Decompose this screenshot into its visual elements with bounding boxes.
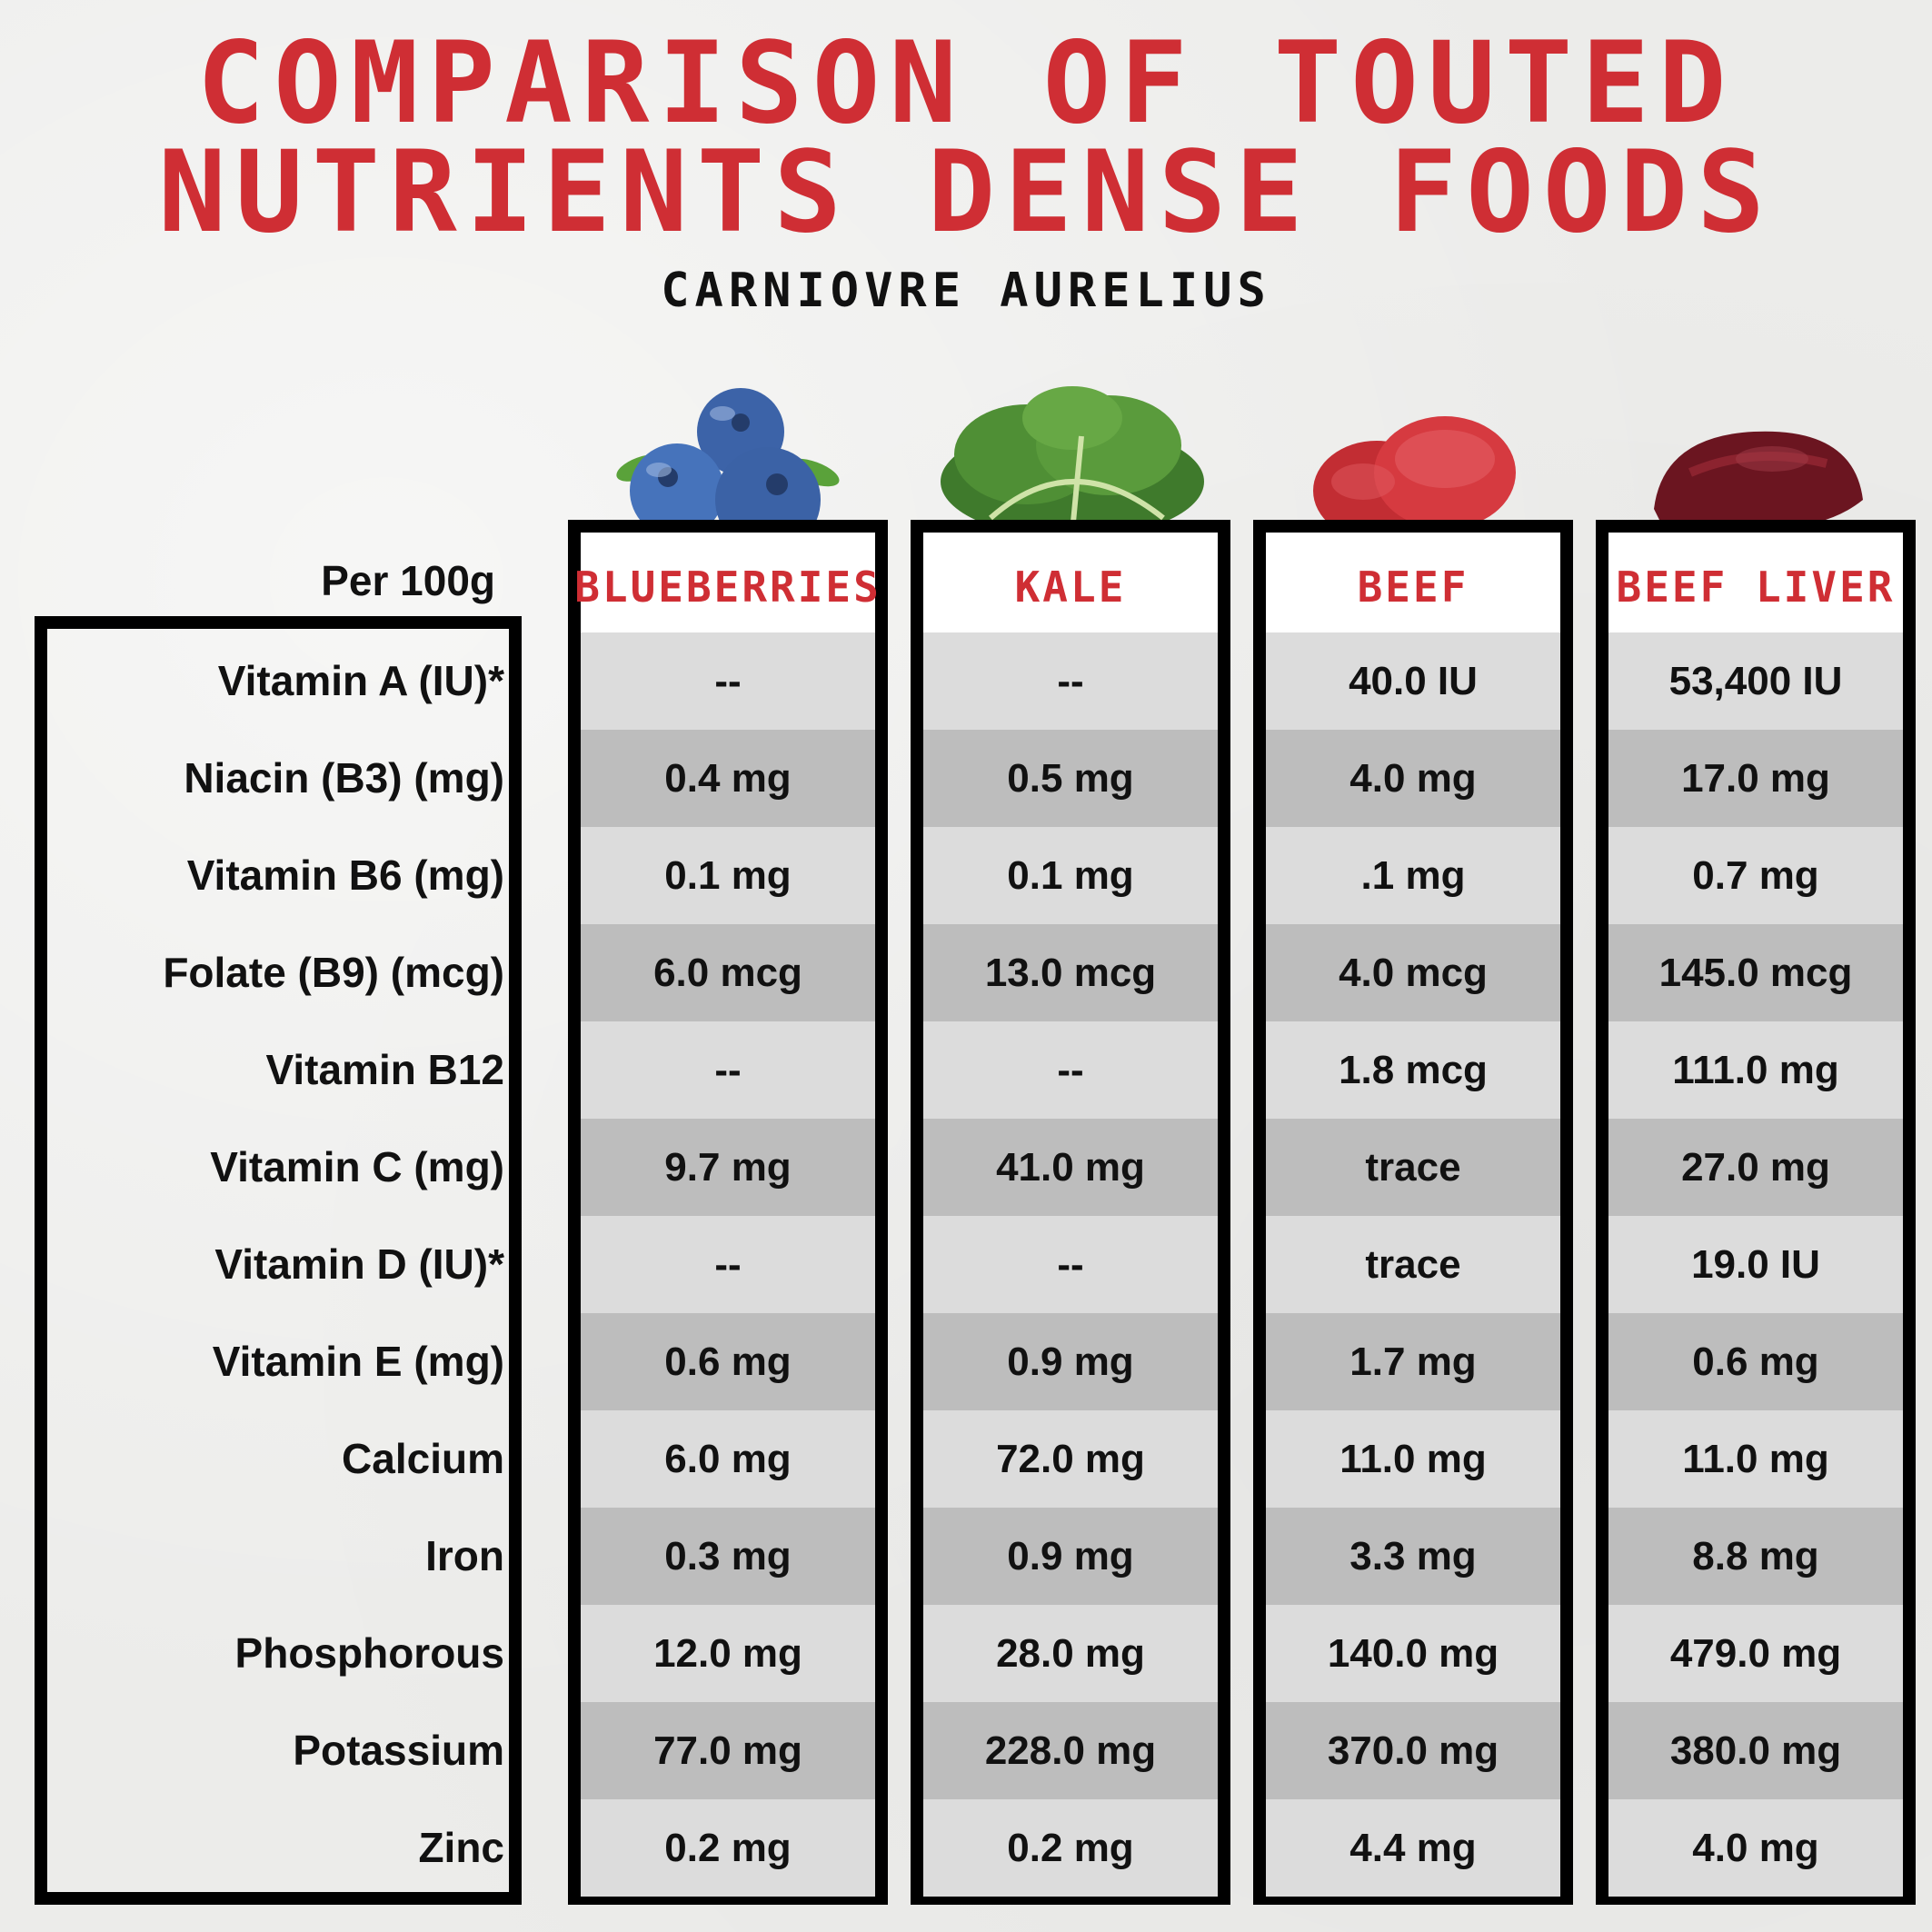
nutrient-value-cell: 41.0 mg [923,1119,1218,1216]
column-header: BLUEBERRIES [574,533,879,642]
nutrient-label: Vitamin B6 (mg) [186,851,504,899]
nutrient-value-cell: -- [923,1021,1218,1119]
nutrient-value-cell: 12.0 mg [581,1605,875,1702]
nutrient-value-cell: 3.3 mg [1266,1508,1560,1605]
nutrient-label: Vitamin B12 [265,1045,504,1093]
nutrient-value-cell: 0.9 mg [923,1313,1218,1410]
nutrient-label: Folate (B9) (mcg) [163,948,504,996]
nutrient-value-cell: 4.0 mg [1608,1799,1903,1897]
nutrient-value-cell: 77.0 mg [581,1702,875,1799]
nutrient-value-cell: 72.0 mg [923,1410,1218,1508]
nutrient-value-cell: 40.0 IU [1266,632,1560,730]
nutrient-value-cell: 479.0 mg [1608,1605,1903,1702]
column-header: KALE [923,533,1218,642]
nutrient-value-cell: 1.8 mcg [1266,1021,1560,1119]
nutrient-value-cell: -- [923,632,1218,730]
nutrient-value-cell: 0.1 mg [923,827,1218,924]
nutrient-value-cell: -- [581,1216,875,1313]
nutrient-value-cell: 4.0 mcg [1266,924,1560,1021]
nutrient-value-cell: 17.0 mg [1608,730,1903,827]
nutrient-value-cell: 11.0 mg [1608,1410,1903,1508]
nutrient-value-cell: 0.6 mg [1608,1313,1903,1410]
column-blueberries: BLUEBERRIES -- 0.4 mg 0.1 mg 6.0 mcg -- 9.7 mg… [568,520,888,1905]
nutrient-value-cell: 145.0 mcg [1608,924,1903,1021]
nutrient-value-cell: -- [581,1021,875,1119]
column-beef-liver: BEEF LIVER 53,400 IU 17.0 mg 0.7 mg 145.0 mc… [1596,520,1916,1905]
nutrient-value-cell: 228.0 mg [923,1702,1218,1799]
nutrient-label-box [35,616,522,1905]
nutrient-value-cell: 53,400 IU [1608,632,1903,730]
nutrient-label: Zinc [418,1823,504,1871]
column-kale: KALE -- 0.5 mg 0.1 mg 13.0 mcg -- 41.0 mg -- 0.9… [911,520,1230,1905]
nutrient-value-cell: 4.0 mg [1266,730,1560,827]
page-subtitle: CARNIOVRE AURELIUS [661,264,1271,318]
per-100g-label: Per 100g [321,557,495,604]
nutrient-value-cell: 0.5 mg [923,730,1218,827]
nutrient-value-cell: 380.0 mg [1608,1702,1903,1799]
nutrient-value-cell: 111.0 mg [1608,1021,1903,1119]
nutrient-label: Vitamin C (mg) [210,1142,504,1190]
nutrient-label: Calcium [342,1434,504,1482]
nutrient-value-cell: 0.7 mg [1608,827,1903,924]
kale-icon [941,386,1204,538]
nutrient-value-cell: 0.9 mg [923,1508,1218,1605]
beef-icon [1313,416,1516,541]
nutrient-value-cell: 370.0 mg [1266,1702,1560,1799]
column-header: BEEF [1266,533,1560,642]
nutrient-value-cell: 11.0 mg [1266,1410,1560,1508]
nutrient-label: Vitamin E (mg) [212,1337,504,1385]
nutrient-value-cell: 27.0 mg [1608,1119,1903,1216]
nutrient-value-cell: 6.0 mcg [581,924,875,1021]
nutrient-value-cell: 9.7 mg [581,1119,875,1216]
column-header: BEEF LIVER [1608,533,1903,642]
column-beef: BEEF 40.0 IU 4.0 mg .1 mg 4.0 mcg 1.8 mcg trac… [1253,520,1573,1905]
nutrient-value-cell: 8.8 mg [1608,1508,1903,1605]
nutrient-value-cell: 1.7 mg [1266,1313,1560,1410]
nutrient-value-cell: .1 mg [1266,827,1560,924]
nutrient-value-cell: 6.0 mg [581,1410,875,1508]
page-title-line-2: NUTRIENTS DENSE FOODS [158,127,1774,258]
nutrient-value-cell: 4.4 mg [1266,1799,1560,1897]
beef-liver-icon [1654,431,1863,545]
nutrient-value-cell: 0.1 mg [581,827,875,924]
nutrient-value-cell: 19.0 IU [1608,1216,1903,1313]
nutrient-label: Niacin (B3) (mg) [184,753,504,802]
nutrient-label: Iron [425,1531,504,1579]
nutrient-value-cell: 0.2 mg [923,1799,1218,1897]
nutrient-value-cell: -- [923,1216,1218,1313]
nutrient-value-cell: 0.2 mg [581,1799,875,1897]
nutrient-value-cell: trace [1266,1216,1560,1313]
nutrient-label: Vitamin D (IU)* [214,1240,504,1288]
nutrient-value-cell: 140.0 mg [1266,1605,1560,1702]
nutrient-value-cell: 13.0 mcg [923,924,1218,1021]
nutrient-value-cell: 0.6 mg [581,1313,875,1410]
nutrient-label: Phosphorous [234,1628,504,1677]
nutrient-label: Vitamin A (IU)* [217,656,504,704]
nutrient-label: Potassium [293,1726,504,1774]
nutrient-value-cell: 0.4 mg [581,730,875,827]
nutrient-value-cell: -- [581,632,875,730]
nutrient-value-cell: 0.3 mg [581,1508,875,1605]
page-title-line-1: COMPARISON OF TOUTED [196,18,1736,149]
nutrient-value-cell: 28.0 mg [923,1605,1218,1702]
nutrient-value-cell: trace [1266,1119,1560,1216]
